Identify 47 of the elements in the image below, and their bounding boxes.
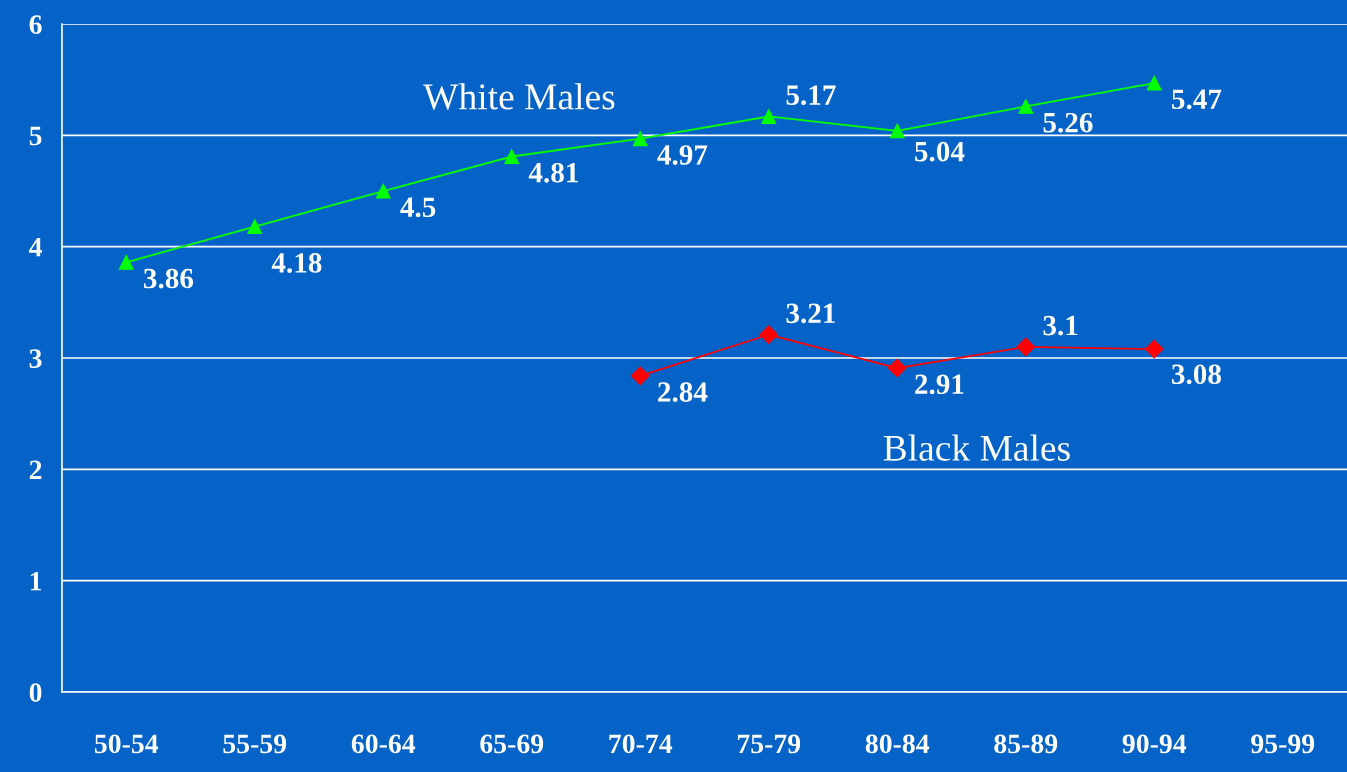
data-label: 4.18: [271, 253, 322, 273]
point: [375, 183, 391, 199]
x-tick-label: 75-79: [737, 734, 801, 754]
series-label: Black Males: [883, 434, 1070, 461]
series-label: White Males: [423, 83, 615, 110]
y-tick-label: 4: [29, 238, 42, 257]
point: [118, 254, 134, 270]
data-label: 4.81: [528, 162, 578, 183]
y-tick-label: 2: [29, 460, 42, 479]
y-tick-label: 5: [29, 126, 42, 146]
data-label: 2.84: [658, 382, 708, 403]
data-label: 5.47: [1172, 89, 1222, 110]
y-tick-label: 6: [29, 15, 42, 34]
data-label: 4.5: [400, 197, 436, 218]
x-tick-label: 85-89: [994, 734, 1058, 754]
x-tick-label: 50-54: [94, 734, 159, 754]
point: [504, 149, 520, 164]
data-label: 3.08: [1172, 364, 1221, 385]
data-label: 5.26: [1043, 112, 1093, 133]
y-tick-label: 3: [29, 349, 42, 368]
x-tick-label: 55-59: [223, 734, 287, 754]
y-tick-label: 0: [29, 683, 42, 702]
point: [247, 219, 263, 235]
x-tick-label: 90-94: [1122, 734, 1187, 754]
point: [1018, 98, 1034, 114]
data-label: 5.17: [786, 85, 836, 106]
data-label: 5.04: [915, 141, 965, 162]
point: [761, 108, 777, 124]
x-tick-label: 60-64: [351, 734, 416, 754]
point: [1016, 337, 1036, 357]
x-tick-label: 80-84: [865, 734, 930, 754]
x-tick-label: 70-74: [609, 734, 673, 754]
point: [632, 131, 648, 147]
point: [889, 123, 905, 139]
data-label: 3.1: [1043, 315, 1078, 336]
x-tick-label: 95-99: [1251, 734, 1315, 754]
point: [630, 366, 650, 386]
point: [887, 358, 907, 378]
point: [1146, 75, 1162, 91]
data-label: 3.21: [786, 303, 835, 324]
data-label: 4.97: [657, 145, 708, 165]
x-tick-label: 65-69: [480, 734, 544, 754]
y-tick-label: 1: [30, 571, 42, 591]
point: [1144, 339, 1164, 359]
data-label: 3.86: [143, 268, 194, 289]
point: [759, 325, 779, 344]
data-label: 2.91: [915, 374, 964, 395]
